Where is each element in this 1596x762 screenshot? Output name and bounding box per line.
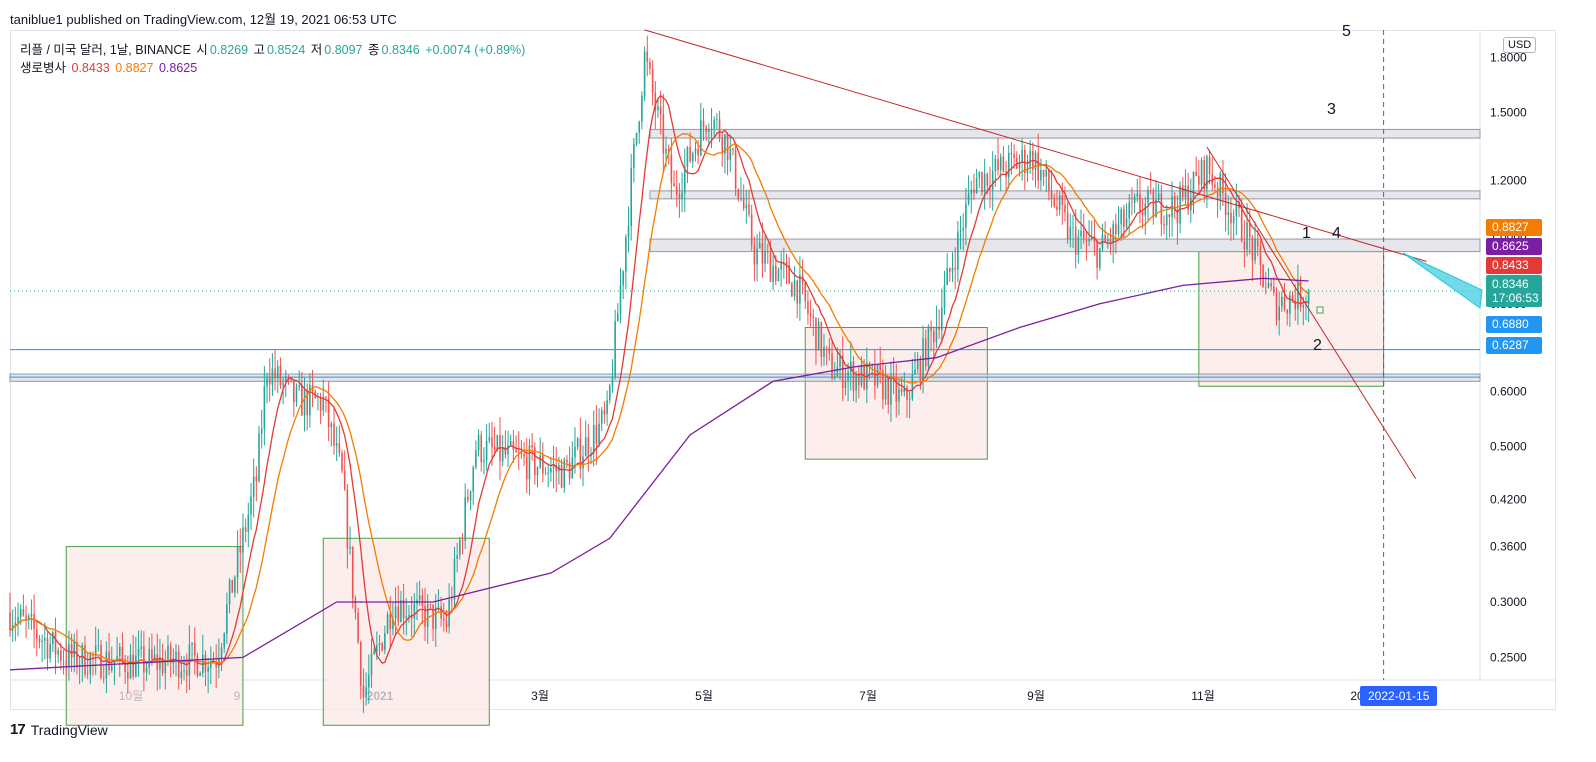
low-label: 저 (310, 43, 323, 57)
y-tick-label: 0.6000 (1490, 384, 1527, 398)
price-tag: 0.6287 (1486, 337, 1542, 354)
ma-short-line (9, 94, 1309, 666)
open-value: 0.8269 (209, 43, 249, 57)
ma2-value: 0.8827 (115, 61, 154, 75)
price-tag: 0.8827 (1486, 219, 1542, 236)
high-label: 고 (253, 43, 266, 57)
wave-label-w5: 5 (1342, 23, 1351, 40)
chart-frame[interactable] (10, 30, 1556, 710)
y-tick-label: 0.5000 (1490, 440, 1527, 454)
x-tick-label: 5월 (695, 689, 713, 703)
change-value: +0.0074 (+0.89%) (425, 43, 526, 57)
range-box (1198, 251, 1385, 387)
tradingview-footer[interactable]: 17 TradingView (10, 721, 108, 738)
x-tick-label: 3월 (531, 689, 549, 703)
price-tag: 0.8625 (1486, 238, 1542, 255)
open-label: 시 (196, 43, 208, 57)
ma1-value: 0.8433 (71, 61, 110, 75)
y-tick-label: 0.2500 (1490, 650, 1527, 664)
x-tick-label: 7월 (859, 689, 877, 703)
y-tick-label: 1.5000 (1490, 106, 1527, 120)
published-header: taniblue1 published on TradingView.com, … (10, 12, 397, 27)
last-price-value: 0.8346 (1492, 277, 1529, 291)
wave-label-w3: 3 (1327, 101, 1336, 118)
marker-square (1316, 306, 1324, 314)
last-price-countdown: 17:06:53 (1492, 291, 1539, 305)
ma-label: 생로병사 (20, 61, 67, 75)
y-tick-label: 0.3000 (1490, 595, 1527, 609)
high-value: 0.8524 (267, 43, 306, 57)
y-tick-label: 0.4200 (1490, 493, 1527, 507)
symbol-legend: 리플 / 미국 달러, 1날, BINANCE 시 0.8269 고 0.8524 … (20, 39, 527, 58)
low-value: 0.8097 (324, 43, 363, 57)
wave-label-w2: 2 (1313, 337, 1322, 354)
y-tick-label: 1.2000 (1490, 174, 1527, 188)
trendline (644, 29, 1427, 262)
last-price-tag: 0.8346 17:06:53 (1486, 275, 1542, 307)
ma-legend: 생로병사 0.8433 0.8827 0.8625 (20, 57, 199, 76)
y-tick-label: 1.8000 (1490, 50, 1527, 64)
price-tag: 0.8433 (1486, 257, 1542, 274)
wave-label-w1: 1 (1302, 225, 1311, 242)
resistance-zone (649, 238, 1481, 253)
tradingview-brand: TradingView (30, 721, 108, 738)
x-tick-label: 9월 (1027, 689, 1045, 703)
tradingview-logo-icon: 17 (10, 721, 26, 738)
price-tag: 0.6880 (1486, 316, 1542, 333)
ma3-value: 0.8625 (158, 61, 198, 75)
close-value: 0.8346 (381, 43, 420, 57)
crosshair-date-tag: 2022-01-15 (1360, 686, 1438, 706)
wave-label-w4: 4 (1332, 225, 1341, 242)
range-box (65, 546, 244, 726)
ma-long-line (9, 277, 1309, 671)
projection-arrow (1402, 252, 1483, 309)
currency-badge[interactable]: USD (1503, 37, 1537, 53)
symbol-name: 리플 / 미국 달러, 1날, BINANCE (20, 43, 191, 57)
y-tick-label: 0.3600 (1490, 540, 1527, 554)
resistance-zone (649, 128, 1481, 139)
resistance-zone (9, 373, 1481, 382)
x-tick-label: 11월 (1191, 689, 1215, 703)
close-label: 종 (368, 43, 380, 57)
trendline (1206, 146, 1417, 480)
